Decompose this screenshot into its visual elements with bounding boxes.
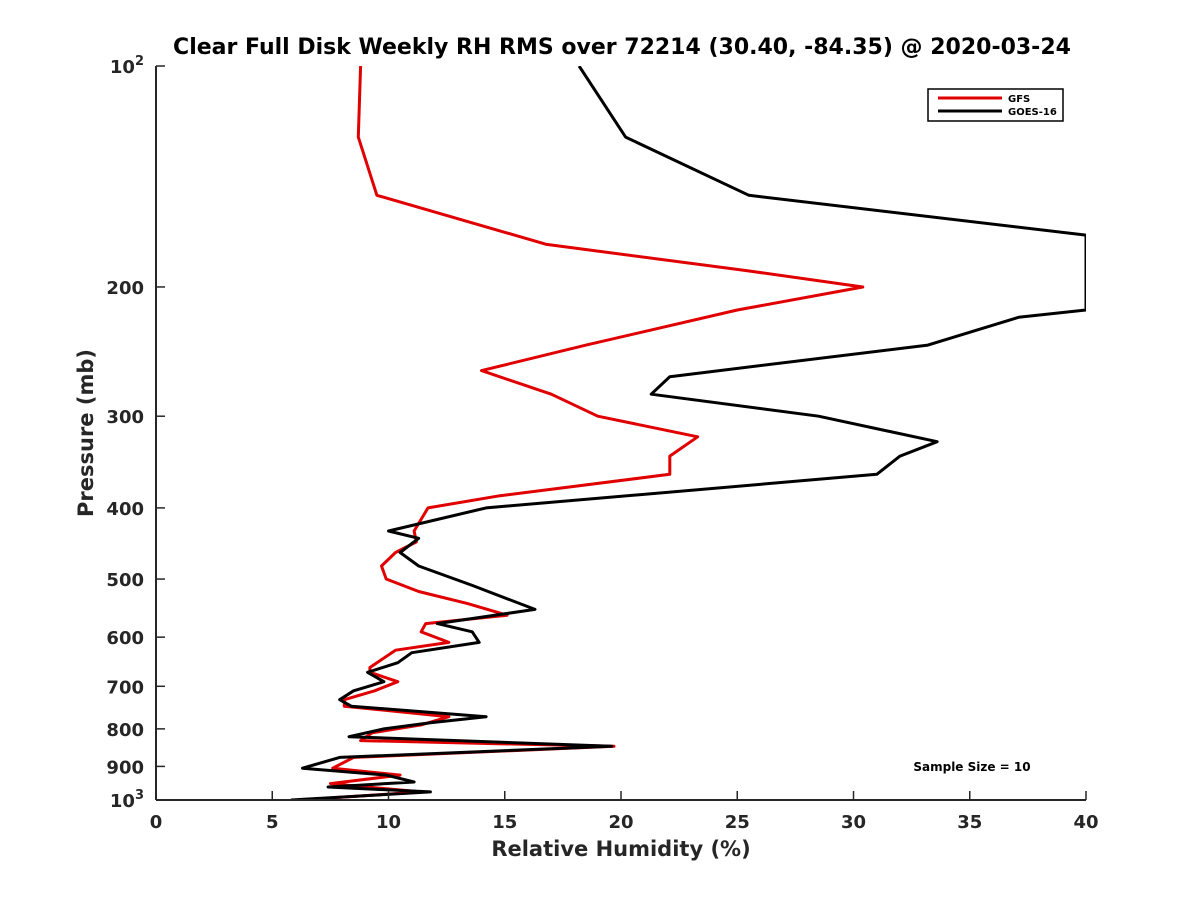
- y-tick-label: 800: [106, 720, 144, 741]
- y-tick-label: 300: [106, 407, 144, 428]
- x-axis-ticks: 0 5 10 15 20 25 30 35 40: [150, 791, 1099, 833]
- y-tick-label: 600: [106, 628, 144, 649]
- y-tick-label: 500: [106, 570, 144, 591]
- x-tick-label: 40: [1073, 812, 1098, 833]
- legend-box: [927, 88, 1064, 122]
- x-tick-label: 5: [266, 812, 279, 833]
- legend-label: GFS: [1008, 94, 1030, 105]
- x-tick-label: 30: [841, 812, 866, 833]
- plot-background: [156, 66, 1086, 800]
- legend: GFS GOES-16: [927, 88, 1064, 122]
- x-axis-label: Relative Humidity (%): [491, 837, 750, 861]
- series-layer: [290, 66, 1086, 800]
- y-axis-label: Pressure (mb): [74, 349, 98, 517]
- y-tick-label: 200: [106, 278, 144, 299]
- y-tick-label: 700: [106, 677, 144, 698]
- x-tick-label: 15: [492, 812, 517, 833]
- series-line-goes-16: [290, 66, 1086, 800]
- y-axis-ticks: 102 200 300 400 500 600 700 800 900 103: [106, 54, 165, 812]
- plot-area: 0 5 10 15 20 25 30 35 40 102 200 300 400 500 600 700 80…: [106, 54, 1098, 833]
- y-tick-label: 102: [110, 54, 144, 78]
- y-tick-label: 400: [106, 499, 144, 520]
- x-tick-label: 0: [150, 812, 163, 833]
- y-tick-label: 900: [106, 757, 144, 778]
- chart-title: Clear Full Disk Weekly RH RMS over 72214…: [173, 35, 1071, 60]
- x-tick-label: 35: [957, 812, 982, 833]
- sample-size-annotation: Sample Size = 10: [913, 760, 1030, 774]
- x-tick-label: 10: [376, 812, 401, 833]
- legend-label: GOES-16: [1008, 107, 1057, 118]
- x-tick-label: 25: [725, 812, 750, 833]
- y-tick-label: 103: [110, 788, 144, 812]
- x-tick-label: 20: [608, 812, 633, 833]
